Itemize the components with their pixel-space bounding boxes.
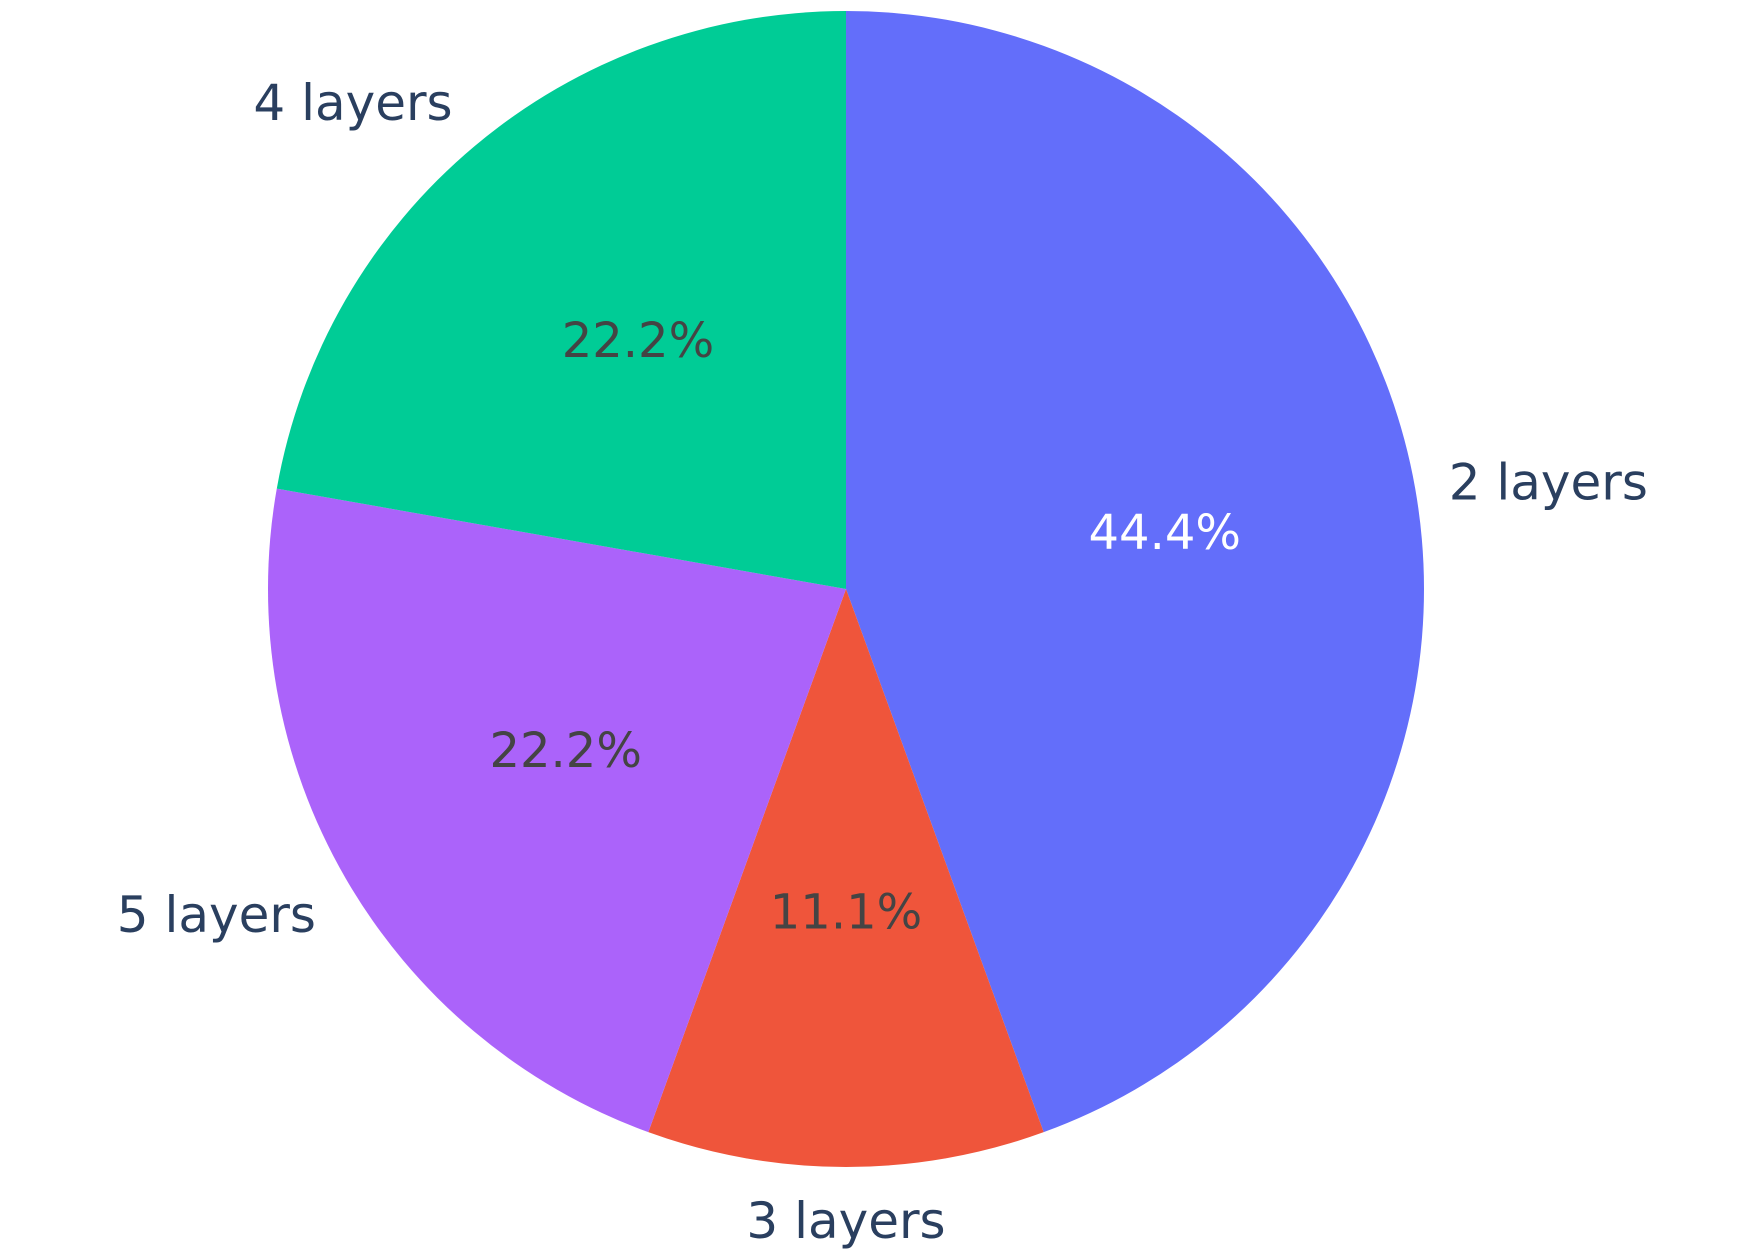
slice-percent-label: 22.2% [562, 313, 714, 369]
slice-category-label: 3 layers [746, 1192, 945, 1250]
pie-slice-4-layers [276, 11, 846, 589]
slice-category-label: 4 layers [253, 74, 452, 132]
slice-percent-label: 44.4% [1089, 505, 1241, 561]
slice-category-label: 5 layers [117, 886, 316, 944]
slice-percent-label: 11.1% [770, 885, 922, 941]
pie-slice-5-layers [267, 488, 846, 1133]
slice-category-label: 2 layers [1449, 454, 1648, 512]
slice-percent-label: 22.2% [489, 723, 641, 779]
pie-slice-2-layers [846, 11, 1424, 1133]
pie-slice-3-layers [648, 589, 1044, 1167]
